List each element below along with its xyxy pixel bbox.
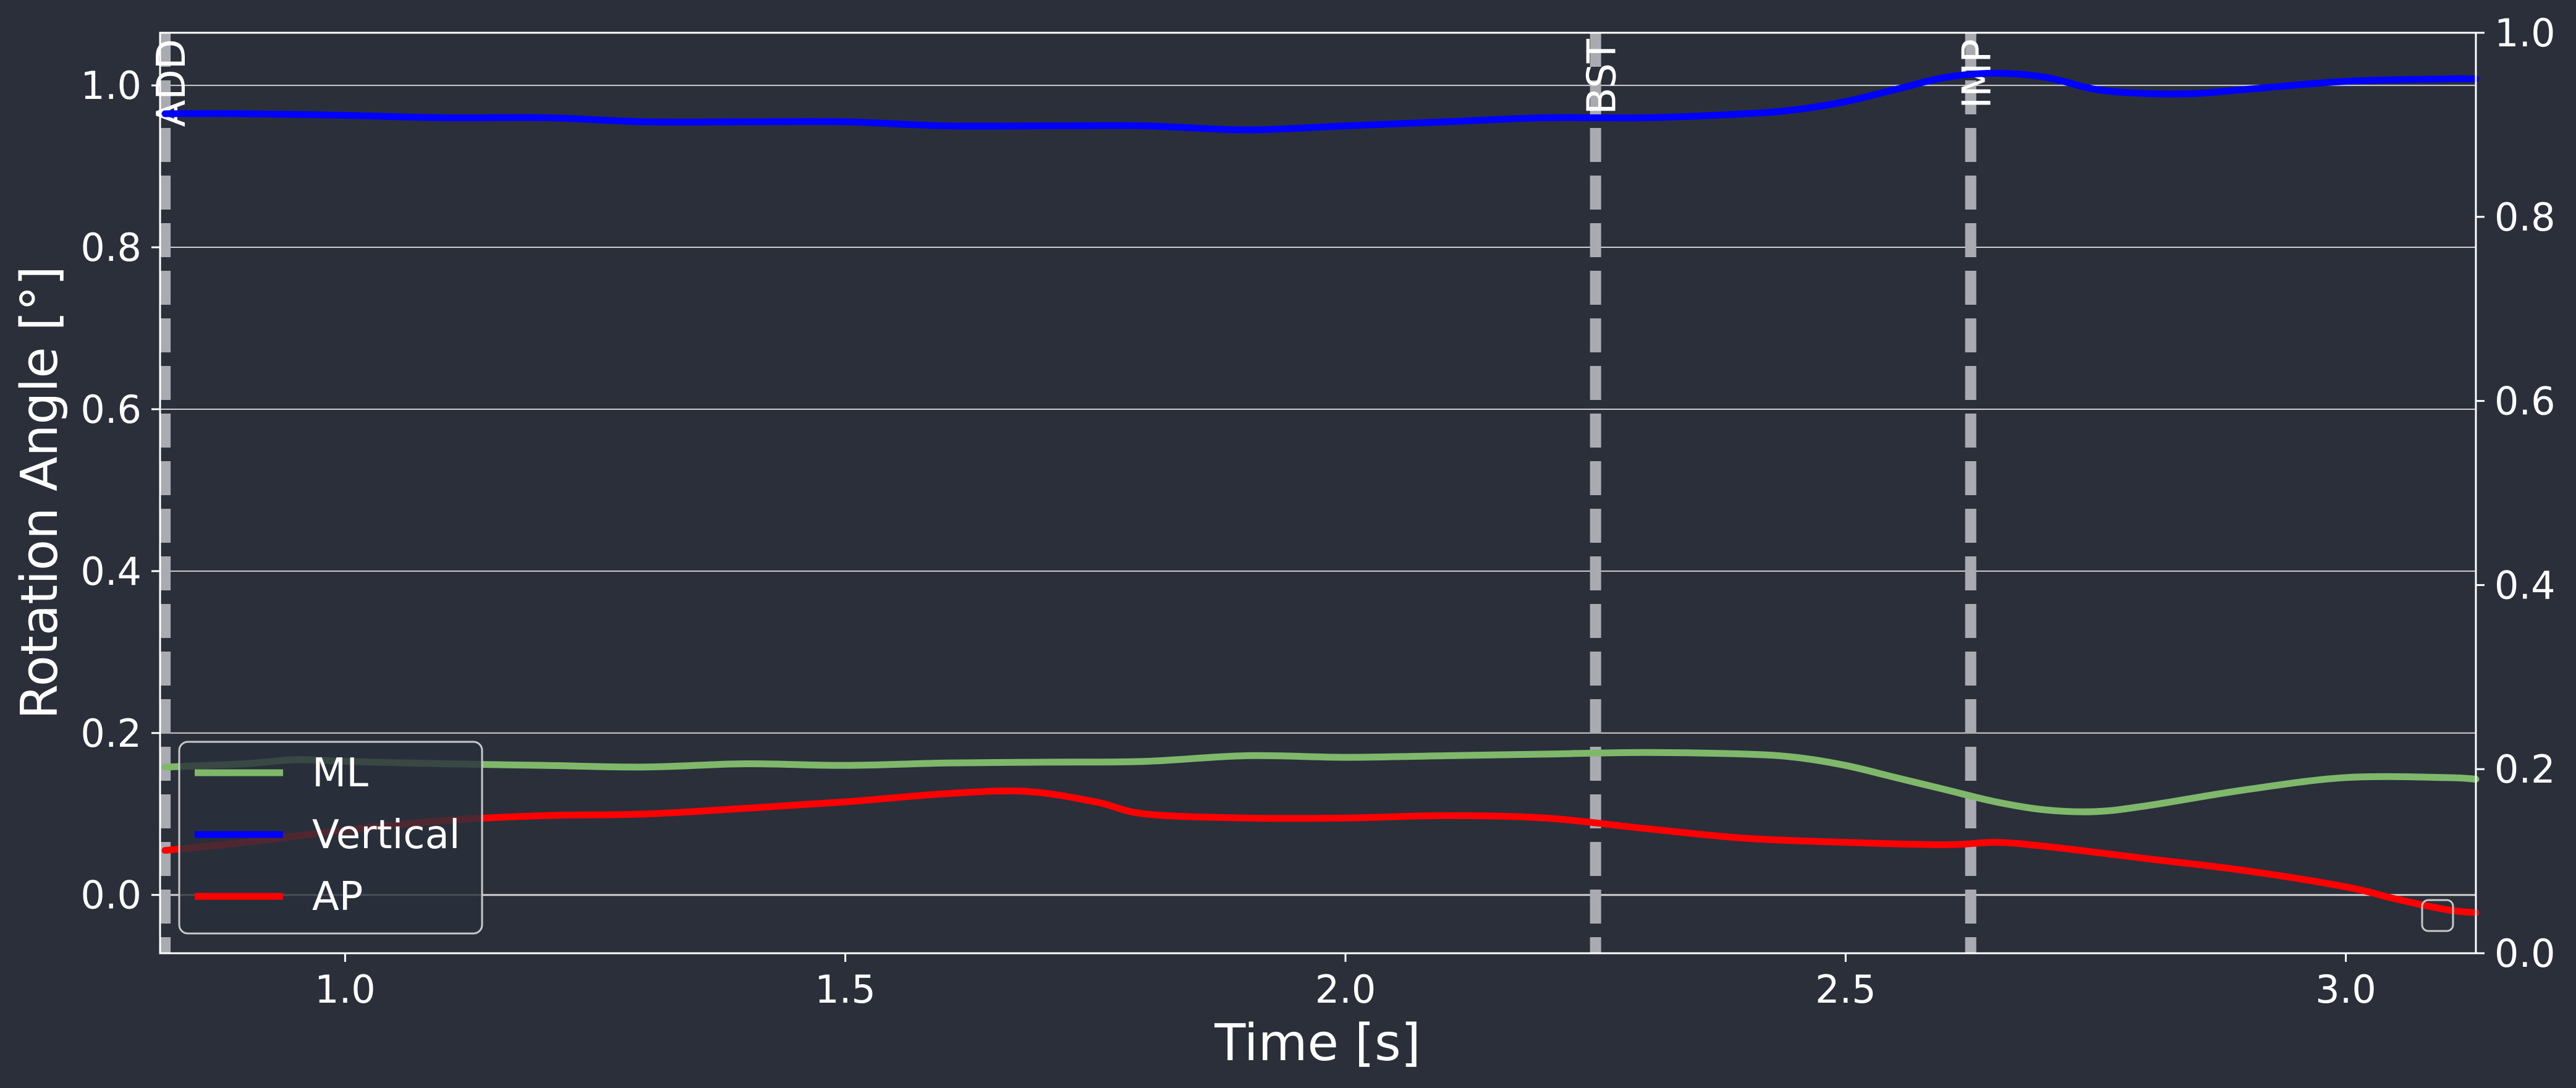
empty-legend-icon xyxy=(2421,899,2454,932)
x-axis-ticks: 1.0 1.5 2.0 2.5 3.0 xyxy=(315,953,2376,1012)
y2-tick-label: 0.0 xyxy=(2494,931,2556,976)
y-tick-label: 0.8 xyxy=(80,225,142,270)
legend: ML Vertical AP xyxy=(178,741,483,935)
y-tick-label: 0.0 xyxy=(80,873,142,918)
plot-frame xyxy=(159,32,2477,954)
y-axis-ticks: 0.0 0.2 0.4 0.6 0.8 1.0 xyxy=(80,63,160,918)
y2-axis-ticks: 0.0 0.2 0.4 0.6 0.8 1.0 xyxy=(2476,11,2556,976)
data-series xyxy=(161,69,2480,917)
y-tick-label: 1.0 xyxy=(80,63,142,108)
y2-tick-label: 1.0 xyxy=(2494,11,2556,56)
y-axis-label: Rotation Angle [°] xyxy=(11,266,69,719)
series-line-ap xyxy=(161,787,2480,917)
x-tick-label: 2.0 xyxy=(1315,967,1376,1012)
event-label: BST xyxy=(1580,38,1625,114)
x-axis-label: Time [s] xyxy=(1214,1014,1420,1073)
y-tick-label: 0.2 xyxy=(80,711,142,756)
series-line-vertical xyxy=(161,69,2480,134)
y-tick-label: 0.4 xyxy=(80,549,142,594)
legend-label-ml: ML xyxy=(312,750,368,796)
legend-label-ap: AP xyxy=(312,874,363,920)
y2-tick-label: 0.6 xyxy=(2494,379,2556,424)
x-tick-label: 1.0 xyxy=(315,967,376,1012)
x-tick-label: 2.5 xyxy=(1815,967,1876,1012)
y2-tick-label: 0.4 xyxy=(2494,563,2556,608)
legend-label-vertical: Vertical xyxy=(312,812,460,858)
x-tick-label: 3.0 xyxy=(2315,967,2376,1012)
series-line-ml xyxy=(161,749,2480,815)
y-tick-label: 0.6 xyxy=(80,387,142,432)
y2-tick-label: 0.8 xyxy=(2494,195,2556,240)
legend-box xyxy=(178,741,483,935)
x-tick-label: 1.5 xyxy=(815,967,876,1012)
event-markers: ADD BST IMP xyxy=(149,33,2001,953)
y2-tick-label: 0.2 xyxy=(2494,747,2556,792)
